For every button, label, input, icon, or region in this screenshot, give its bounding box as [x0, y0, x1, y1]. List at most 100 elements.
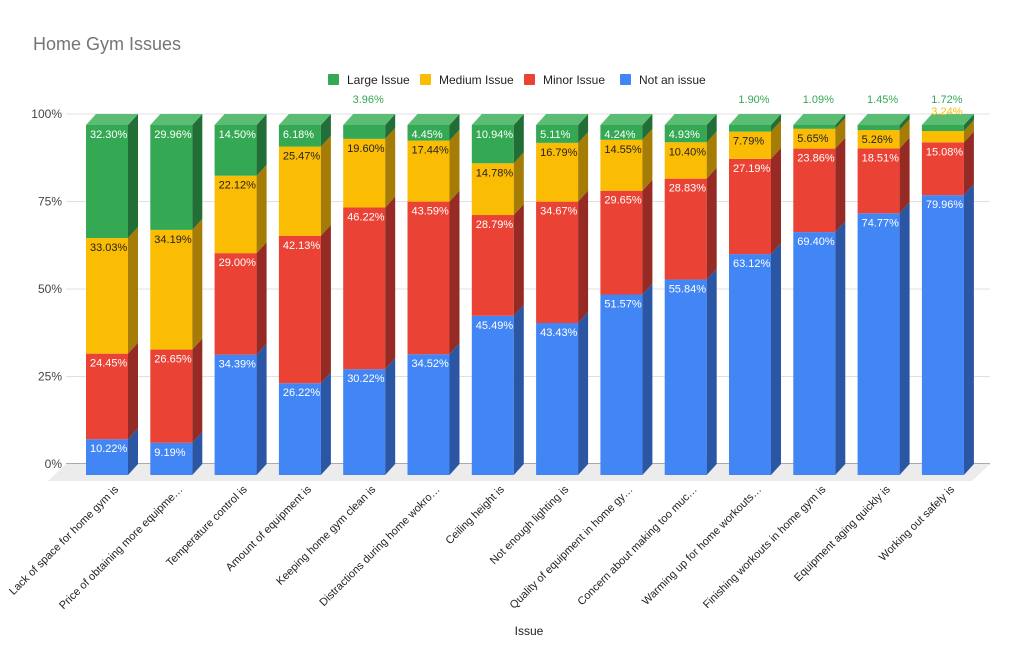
bar-side-minor-issue — [192, 338, 203, 443]
bar-side-large-issue — [320, 114, 331, 147]
bar-side-large-issue — [642, 113, 653, 140]
data-label: 18.51% — [862, 153, 900, 165]
bar-side-not-an-issue — [578, 311, 589, 475]
bar-segment-not-an-issue — [729, 254, 771, 475]
data-label: 74.77% — [862, 217, 900, 229]
bar-side-not-an-issue — [899, 202, 910, 475]
bar-segment-not-an-issue — [536, 322, 579, 475]
bar-segment-not-an-issue — [857, 213, 900, 475]
bar-segment-large-issue — [857, 125, 900, 131]
bar-segment-not-an-issue — [407, 354, 450, 475]
bar-side-medium-issue — [835, 117, 846, 149]
legend-item: Medium Issue — [420, 73, 514, 87]
bar-segment-minor-issue — [471, 215, 514, 316]
bar-side-medium-issue — [578, 131, 589, 202]
bar-top-face — [407, 114, 460, 125]
bar-side-not-an-issue — [642, 283, 653, 475]
legend-item: Not an issue — [620, 73, 706, 87]
bar-side-medium-issue — [963, 120, 974, 143]
bar-top-face — [921, 114, 974, 125]
data-label: 14.78% — [476, 167, 514, 179]
bar-segment-medium-issue — [664, 142, 707, 179]
data-label: 55.84% — [669, 284, 707, 296]
bar-side-large-issue — [706, 114, 717, 143]
bar-side-large-issue — [963, 114, 974, 132]
bar-side-minor-issue — [642, 179, 653, 295]
y-tick-label: 75% — [38, 195, 62, 209]
legend-swatch — [328, 74, 339, 85]
data-label: 51.57% — [604, 299, 642, 311]
legend-swatch — [620, 74, 631, 85]
legend: Large Issue Medium Issue Minor Issue Not an… — [328, 73, 706, 87]
bar-segment-large-issue — [278, 125, 321, 147]
x-axis-title: Issue — [515, 624, 544, 638]
bar-segment-minor-issue — [729, 158, 771, 255]
bar-side-minor-issue — [256, 242, 267, 355]
bar-side-medium-issue — [899, 119, 910, 149]
bar-side-medium-issue — [449, 129, 460, 202]
bar-segment-large-issue — [793, 125, 836, 129]
data-label: 45.49% — [476, 320, 514, 332]
bar-stack — [214, 113, 267, 475]
data-label: 4.93% — [669, 129, 700, 141]
bar-segment-large-issue — [600, 124, 643, 140]
bar-side-not-an-issue — [192, 431, 203, 475]
bar-segment-large-issue — [407, 125, 450, 141]
bar-stack — [471, 114, 524, 475]
bar-side-not-an-issue — [385, 358, 396, 475]
data-label: 1.90% — [738, 94, 769, 106]
bar-top-face — [343, 114, 396, 125]
data-label: 3.24% — [931, 106, 962, 118]
bar-segment-not-an-issue — [793, 232, 836, 475]
bar-side-minor-issue — [449, 190, 460, 355]
bar-stack — [536, 114, 589, 475]
data-label: 29.00% — [219, 257, 257, 269]
y-tick-label: 25% — [38, 370, 62, 384]
bar-side-medium-issue — [513, 152, 524, 216]
bar-segment-minor-issue — [536, 201, 579, 323]
bar-segment-medium-issue — [600, 139, 643, 191]
data-label: 4.45% — [412, 129, 443, 141]
bar-stack — [278, 114, 331, 475]
data-label: 4.24% — [604, 129, 635, 141]
bar-side-minor-issue — [513, 204, 524, 316]
bar-segment-minor-issue — [150, 349, 193, 443]
bar-top-face — [664, 114, 717, 125]
data-label: 34.39% — [219, 359, 257, 371]
bar-segment-large-issue — [214, 124, 257, 176]
bar-segment-minor-issue — [343, 207, 386, 370]
bar-side-not-an-issue — [320, 372, 331, 475]
bar-segment-minor-issue — [407, 201, 450, 355]
data-label: 16.79% — [540, 147, 578, 159]
x-category-label: Concern about making too muc… — [575, 484, 699, 608]
data-label: 15.08% — [926, 146, 964, 158]
bar-stack — [664, 114, 717, 475]
data-label: 24.45% — [90, 358, 128, 370]
data-label: 43.43% — [540, 327, 578, 339]
chart-title: Home Gym Issues — [33, 34, 181, 54]
bar-side-large-issue — [449, 114, 460, 141]
bar-segment-large-issue — [921, 125, 964, 132]
bar-segment-minor-issue — [278, 235, 321, 384]
bar-segment-not-an-issue — [664, 279, 707, 475]
data-label: 27.19% — [733, 163, 771, 175]
bar-segment-minor-issue — [600, 190, 643, 295]
bar-side-minor-issue — [320, 224, 331, 384]
x-category-label: Distractions during home wokro… — [317, 484, 442, 609]
bar-stack — [921, 114, 974, 475]
bar-segment-medium-issue — [86, 238, 128, 354]
bar-segment-medium-issue — [214, 175, 257, 254]
bar-stack — [150, 114, 203, 475]
legend-label: Minor Issue — [543, 73, 605, 87]
data-label: 29.65% — [604, 195, 642, 207]
data-labels: 10.22% 24.45% 33.03% 32.30% 9.19% 26.65% 34.19… — [90, 94, 963, 459]
legend-label: Not an issue — [639, 73, 706, 87]
bar-segment-not-an-issue — [600, 294, 643, 475]
bar-segment-medium-issue — [729, 131, 771, 159]
bar-segment-minor-issue — [921, 142, 964, 196]
bar-stack — [407, 114, 460, 475]
data-label: 79.96% — [926, 199, 964, 211]
data-label: 42.13% — [283, 240, 321, 252]
bar-top-face — [278, 114, 331, 125]
bar-segment-large-issue — [536, 125, 579, 143]
